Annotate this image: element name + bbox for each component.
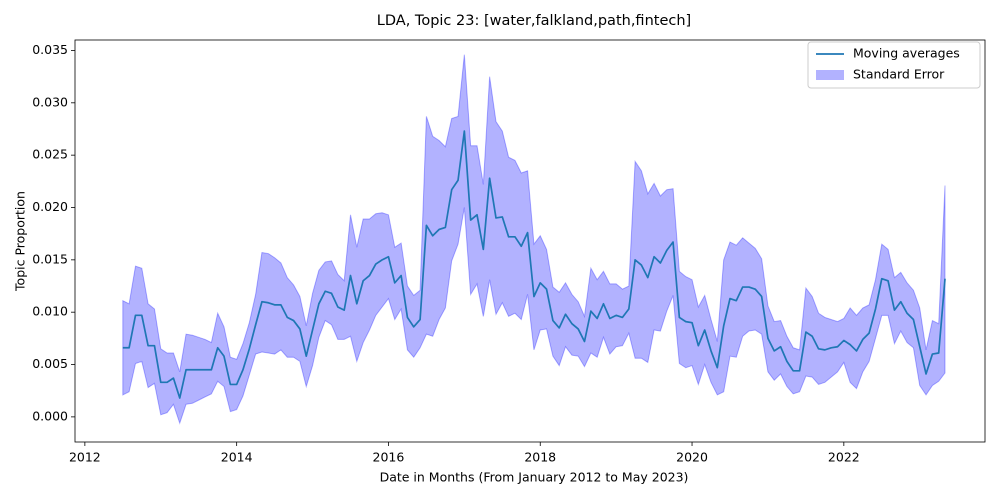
plot-frame [74, 39, 986, 443]
y-tick-label: 0.015 [32, 251, 68, 266]
y-tick-label: 0.025 [32, 147, 68, 162]
chart-title: LDA, Topic 23: [water,falkland,path,fint… [377, 13, 691, 29]
x-tick-label: 2016 [373, 450, 405, 465]
moving-average-line [122, 130, 946, 399]
x-tick-label: 2022 [828, 450, 860, 465]
legend-box [807, 41, 981, 89]
y-tick-label: 0.005 [32, 356, 68, 371]
x-tick-label: 2018 [524, 450, 556, 465]
y-tick-label: 0.010 [32, 304, 68, 319]
legend-patch [816, 70, 844, 80]
legend-label: Standard Error [853, 67, 945, 82]
x-tick-label: 2012 [69, 450, 101, 465]
x-axis-label: Date in Months (From January 2012 to May… [380, 470, 689, 485]
x-tick-label: 2020 [676, 450, 708, 465]
x-tick-label: 2014 [221, 450, 253, 465]
y-tick-label: 0.035 [32, 42, 68, 57]
legend-label: Moving averages [853, 46, 960, 61]
error-band [122, 54, 946, 425]
y-tick-label: 0.020 [32, 199, 68, 214]
y-tick-label: 0.030 [32, 94, 68, 109]
y-tick-label: 0.000 [32, 408, 68, 423]
y-axis-label: Topic Proportion [13, 191, 28, 292]
